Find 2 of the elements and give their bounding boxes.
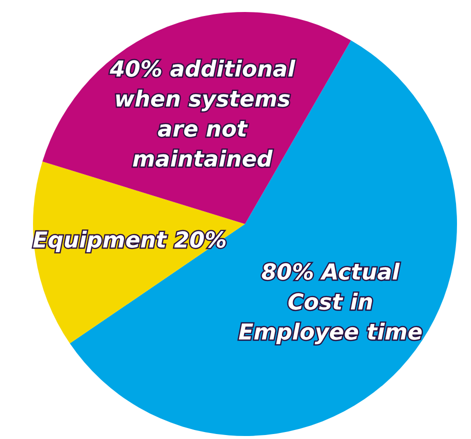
slice-label: 40% additional when systems are not maintained	[108, 57, 296, 172]
slice-label: 80% Actual Cost in Employee time	[238, 260, 423, 346]
